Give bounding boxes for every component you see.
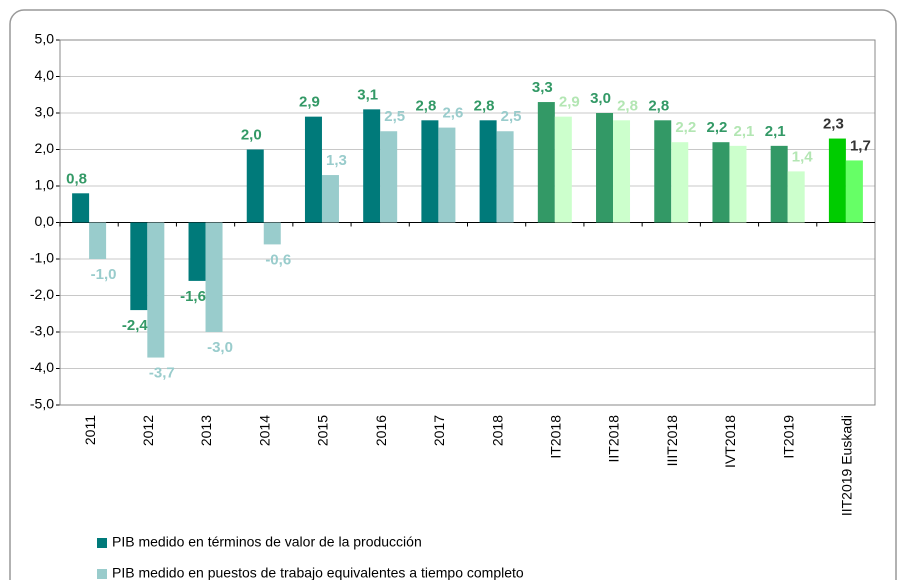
x-tick-label: 2015 <box>315 415 331 446</box>
bar <box>263 222 281 245</box>
value-label: 1,4 <box>792 148 814 165</box>
value-label: 2,8 <box>415 97 436 114</box>
bar <box>89 222 107 259</box>
bar <box>363 109 381 223</box>
x-tick-label: 2013 <box>198 415 214 446</box>
y-tick-label: 3,0 <box>35 104 55 120</box>
x-tick-label: 2018 <box>489 415 505 446</box>
value-label: 2,1 <box>765 123 786 140</box>
y-tick-label: -4,0 <box>30 359 54 375</box>
y-tick-label: 2,0 <box>35 140 55 156</box>
value-label: 2,0 <box>241 126 262 143</box>
bar <box>787 171 805 223</box>
y-tick-label: 5,0 <box>35 31 55 47</box>
legend-label: PIB medido en puestos de trabajo equival… <box>112 565 524 580</box>
bar <box>321 175 339 223</box>
x-tick-label: 2012 <box>140 415 156 446</box>
value-label: 1,3 <box>326 152 347 169</box>
y-tick-label: -5,0 <box>30 396 54 412</box>
bar <box>304 116 322 223</box>
bar <box>380 131 398 223</box>
value-label: 2,9 <box>299 94 320 111</box>
bar <box>613 120 631 223</box>
bar <box>671 142 689 223</box>
value-label: -2,4 <box>122 317 149 334</box>
bar <box>147 222 165 358</box>
y-tick-label: 0,0 <box>35 213 55 229</box>
x-tick-label: IT2019 <box>780 415 796 459</box>
legend-swatch <box>97 569 107 579</box>
bar <box>188 222 206 281</box>
bar <box>205 222 223 332</box>
bar <box>828 138 846 223</box>
value-label: 2,5 <box>501 108 522 125</box>
value-label: -1,0 <box>91 266 117 283</box>
x-tick-label: 2011 <box>82 415 98 445</box>
bar <box>479 120 497 223</box>
legend-swatch <box>97 538 107 548</box>
x-tick-label: IIT2018 <box>606 415 622 463</box>
value-label: 2,5 <box>384 108 405 125</box>
bar <box>770 145 788 223</box>
value-label: 3,0 <box>590 90 611 107</box>
value-label: 2,9 <box>559 94 580 111</box>
bar <box>421 120 439 223</box>
value-label: 2,1 <box>734 123 755 140</box>
value-label: 2,8 <box>474 97 495 114</box>
y-tick-label: 4,0 <box>35 67 55 83</box>
value-label: 2,8 <box>617 97 638 114</box>
bar <box>729 145 747 223</box>
bar <box>246 149 264 223</box>
value-label: 2,2 <box>707 119 728 136</box>
value-label: 3,1 <box>357 86 378 103</box>
value-label: -3,0 <box>207 339 233 356</box>
bar <box>712 142 730 223</box>
value-label: -0,6 <box>265 251 291 268</box>
value-label: 3,3 <box>532 79 553 96</box>
value-label: -1,6 <box>180 288 206 305</box>
x-tick-label: 2014 <box>256 415 272 446</box>
value-label: 2,2 <box>675 119 696 136</box>
x-tick-label: IT2018 <box>548 415 564 459</box>
value-label: 1,7 <box>850 137 871 154</box>
y-tick-label: 1,0 <box>35 177 55 193</box>
x-tick-label: IVT2018 <box>722 415 738 468</box>
value-label: 2,8 <box>648 97 669 114</box>
bar <box>72 193 90 223</box>
x-tick-label: IIIT2018 <box>664 415 680 467</box>
bar <box>845 160 863 223</box>
y-tick-label: -3,0 <box>30 323 54 339</box>
x-tick-label: 2017 <box>431 415 447 446</box>
x-tick-label: 2016 <box>373 415 389 446</box>
legend-label: PIB medido en términos de valor de la pr… <box>112 534 422 550</box>
value-label: 2,6 <box>442 105 463 122</box>
value-label: 2,3 <box>823 116 844 133</box>
bar <box>596 113 614 223</box>
x-tick-label: IIT2019 Euskadi <box>839 415 855 516</box>
y-tick-label: -2,0 <box>30 286 54 302</box>
bar <box>537 102 555 223</box>
value-label: -3,7 <box>149 365 175 382</box>
bar <box>654 120 672 223</box>
value-label: 0,8 <box>66 170 87 187</box>
bar <box>554 116 572 223</box>
bar <box>496 131 514 223</box>
bar <box>438 127 456 223</box>
bar <box>130 222 148 311</box>
y-tick-label: -1,0 <box>30 250 54 266</box>
